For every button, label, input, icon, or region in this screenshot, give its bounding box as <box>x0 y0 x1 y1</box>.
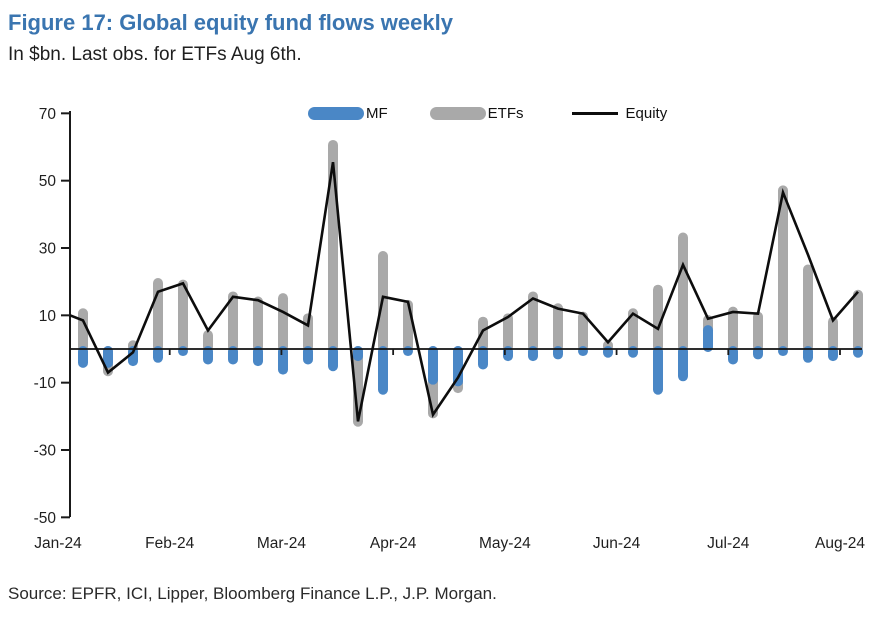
fund-flows-chart: 70 50 30 10 -10 -30 -50 Jan-24 Feb-24 Mar-24 Apr-2… <box>34 106 866 552</box>
mf-bar <box>578 346 588 357</box>
y-axis-label: -50 <box>34 510 57 527</box>
etf-bar <box>228 291 238 352</box>
etf-bar <box>203 330 213 352</box>
mf-swatch-icon <box>308 107 364 120</box>
y-axis-label: 70 <box>39 106 57 123</box>
etf-bar <box>778 185 788 352</box>
mf-bar <box>553 346 563 360</box>
y-axis-label: -30 <box>34 443 57 460</box>
etf-bar <box>628 308 638 352</box>
mf-bar <box>703 325 713 352</box>
legend-item-equity: Equity <box>571 105 668 122</box>
mf-bar <box>378 346 388 395</box>
mf-bar <box>203 346 213 365</box>
etf-bar <box>478 316 488 352</box>
legend-item-etfs: ETFs <box>429 105 524 122</box>
mf-bar <box>328 346 338 372</box>
y-axis-label: 30 <box>39 241 57 258</box>
y-axis-label: 10 <box>39 308 57 325</box>
figure-subtitle: In $bn. Last obs. for ETFs Aug 6th. <box>8 44 302 65</box>
etf-bar <box>678 232 688 352</box>
etf-bar <box>828 316 838 352</box>
mf-bar <box>153 346 163 363</box>
mf-bar <box>728 346 738 365</box>
mf-bar <box>853 346 863 358</box>
etf-bar <box>528 291 538 352</box>
mf-bar <box>603 346 613 358</box>
mf-bar <box>678 346 688 382</box>
x-axis-label: Feb-24 <box>145 535 194 552</box>
mf-bar <box>278 346 288 375</box>
figure-title: Figure 17: Global equity fund flows week… <box>8 10 453 35</box>
legend-label-etfs: ETFs <box>487 105 524 122</box>
mf-bar <box>428 346 438 385</box>
mf-bar <box>653 346 663 395</box>
mf-bar <box>778 346 788 357</box>
x-axis-label: Apr-24 <box>370 535 417 552</box>
etf-bar <box>853 289 863 352</box>
mf-bar <box>103 346 113 368</box>
mf-bar <box>403 346 413 357</box>
etf-bar <box>578 311 588 352</box>
etf-bar <box>178 279 188 352</box>
mf-bar <box>628 346 638 358</box>
x-axis-label: Aug-24 <box>815 535 865 552</box>
x-axis-label: Mar-24 <box>257 535 306 552</box>
mf-bar <box>478 346 488 370</box>
mf-bar <box>228 346 238 365</box>
x-axis-label: Jan-24 <box>34 535 82 552</box>
y-axis-label: -10 <box>34 375 57 392</box>
etf-bar <box>278 293 288 352</box>
legend-item-mf: MF <box>308 105 388 122</box>
chart-legend: MF ETFs Equity <box>308 105 667 122</box>
equity-line <box>69 161 859 422</box>
equity-line-swatch-icon <box>571 112 618 115</box>
source-note: Source: EPFR, ICI, Lipper, Bloomberg Fin… <box>8 584 497 603</box>
mf-bar <box>253 346 263 367</box>
mf-bar <box>753 346 763 360</box>
mf-bar <box>303 346 313 365</box>
etf-bar <box>653 284 663 352</box>
etf-bar <box>253 296 263 352</box>
legend-label-mf: MF <box>366 105 388 122</box>
mf-bar <box>453 346 463 387</box>
etf-bar <box>753 311 763 352</box>
etf-swatch-icon <box>429 107 486 120</box>
etf-bar <box>728 306 738 352</box>
y-axis-label: 50 <box>39 173 57 190</box>
mf-bar <box>78 346 88 368</box>
x-axis-label: May-24 <box>479 535 531 552</box>
etf-bar <box>803 264 813 352</box>
mf-bar <box>128 346 138 367</box>
legend-label-equity: Equity <box>625 105 668 122</box>
x-axis-label: Jun-24 <box>593 535 641 552</box>
etf-bar <box>503 313 513 352</box>
x-axis-label: Jul-24 <box>707 535 750 552</box>
mf-bar <box>178 346 188 357</box>
mf-bar <box>803 346 813 363</box>
etf-bar <box>553 303 563 352</box>
etf-bar <box>153 277 163 352</box>
